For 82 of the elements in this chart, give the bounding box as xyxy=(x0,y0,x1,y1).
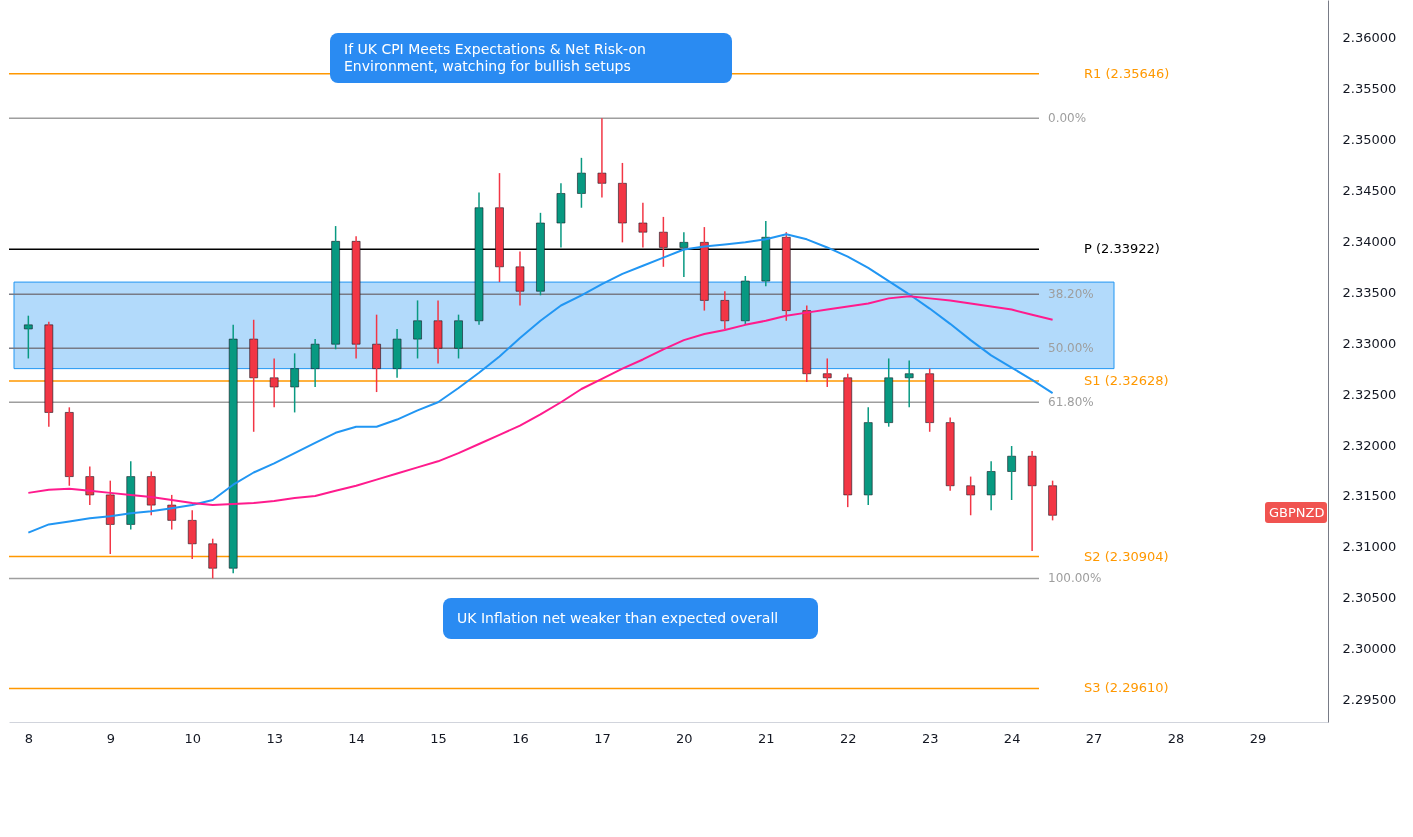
candlestick xyxy=(290,352,299,414)
candlestick xyxy=(372,313,381,393)
ref-line-label: S2 (2.30904) xyxy=(1084,548,1169,564)
y-tick-label: 2.32500 xyxy=(1342,386,1397,402)
candlestick xyxy=(105,479,115,555)
x-tick-label: 24 xyxy=(1003,730,1021,746)
candlestick xyxy=(700,226,709,312)
candlestick xyxy=(351,235,361,360)
callout: UK Inflation net weaker than expected overall xyxy=(443,598,818,639)
x-tick-label: 8 xyxy=(24,730,33,746)
candlestick xyxy=(618,162,627,244)
candlestick xyxy=(781,231,791,322)
annotation: 38.20% xyxy=(1048,287,1094,302)
y-tick-label: 2.30000 xyxy=(1342,641,1397,657)
annotation: 61.80% xyxy=(1048,395,1094,410)
x-tick-label: 22 xyxy=(839,730,857,746)
y-tick-label: 2.34000 xyxy=(1342,233,1397,249)
x-tick-label: 10 xyxy=(184,730,201,746)
x-tick-label: 14 xyxy=(348,730,365,746)
candlestick xyxy=(495,172,504,283)
candlestick xyxy=(454,313,463,360)
ref-line-label: P (2.33922) xyxy=(1084,241,1160,257)
ref-line-label: S3 (2.29610) xyxy=(1084,680,1169,696)
candlestick xyxy=(822,357,832,388)
callout: If UK CPI Meets Expectations & Net Risk-on Environment, watching for bullish setups xyxy=(330,33,732,83)
candlestick xyxy=(208,537,218,580)
x-tick-label: 9 xyxy=(106,730,115,746)
y-tick-label: 2.31000 xyxy=(1342,539,1397,555)
x-tick-label: 20 xyxy=(676,730,693,746)
candlestick xyxy=(556,182,566,249)
x-tick-label: 27 xyxy=(1085,730,1103,746)
candlestick xyxy=(536,212,545,297)
y-tick-label: 2.33000 xyxy=(1342,335,1397,351)
candlestick xyxy=(577,157,586,209)
candlestick xyxy=(413,299,422,360)
candlestick xyxy=(433,299,443,365)
x-tick-label: 28 xyxy=(1167,730,1185,746)
candlestick xyxy=(392,328,402,379)
y-tick-label: 2.35000 xyxy=(1342,132,1397,148)
x-tick-label: 16 xyxy=(512,730,529,746)
candlestick xyxy=(597,117,607,199)
x-tick-label: 17 xyxy=(594,730,611,746)
candlestick xyxy=(884,357,894,428)
candlestick xyxy=(65,406,74,487)
candlestick xyxy=(679,231,689,278)
ref-line-label: R1 (2.35646) xyxy=(1084,65,1170,81)
candlestick xyxy=(638,201,648,249)
y-tick-label: 2.36000 xyxy=(1342,30,1397,46)
annotation: 0.00% xyxy=(1048,111,1087,126)
callout: GBPNZD xyxy=(1265,502,1327,523)
candlestick xyxy=(146,470,156,517)
candlestick xyxy=(515,250,525,307)
y-tick-label: 2.32000 xyxy=(1342,437,1397,453)
annotation: 50.00% xyxy=(1048,341,1094,356)
y-tick-label: 2.31500 xyxy=(1342,488,1397,504)
candlestick xyxy=(925,367,934,433)
x-tick-label: 21 xyxy=(758,730,775,746)
candlestick xyxy=(249,319,258,433)
annotation: 100.00% xyxy=(1048,571,1102,586)
ref-line-label: S1 (2.32628) xyxy=(1084,373,1169,389)
candlestick xyxy=(659,216,668,268)
candlestick xyxy=(1027,450,1037,552)
candlestick xyxy=(966,475,975,517)
candlestick xyxy=(986,460,996,511)
y-tick-label: 2.30500 xyxy=(1342,590,1397,606)
y-tick-label: 2.29500 xyxy=(1342,692,1397,708)
x-tick-label: 15 xyxy=(430,730,447,746)
candlestick xyxy=(331,225,340,351)
candlestick xyxy=(843,372,853,508)
candlestick xyxy=(1007,445,1016,501)
candlestick xyxy=(741,275,750,326)
y-tick-label: 2.34500 xyxy=(1342,182,1397,198)
x-tick-label: 29 xyxy=(1249,730,1267,746)
candlestick xyxy=(310,338,320,388)
candlestick xyxy=(24,314,33,360)
candlestick xyxy=(1048,479,1057,522)
candlestick xyxy=(269,357,279,409)
y-tick-label: 2.35500 xyxy=(1342,81,1397,97)
candlestick xyxy=(474,191,484,326)
x-tick-label: 13 xyxy=(266,730,283,746)
y-tick-label: 2.33500 xyxy=(1342,284,1397,300)
x-tick-label: 23 xyxy=(921,730,939,746)
